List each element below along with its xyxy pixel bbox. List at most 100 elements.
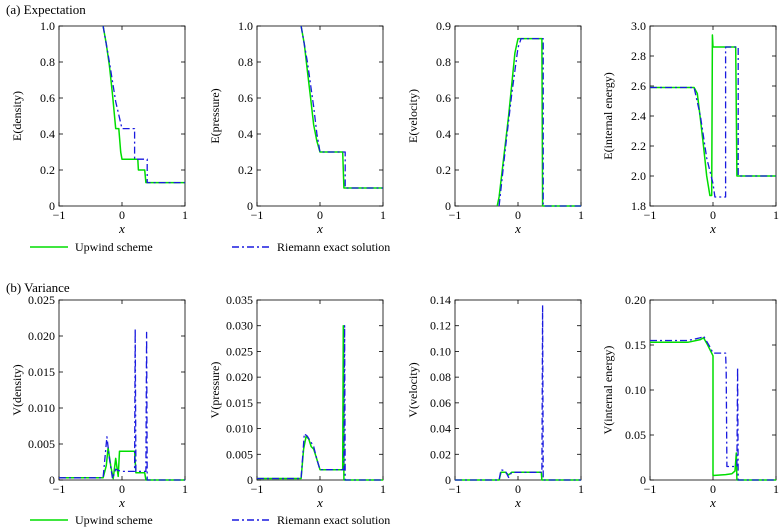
y-tick-label: 0.05	[625, 428, 646, 442]
x-tick-label: 1	[578, 482, 584, 496]
y-tick-label: 0	[49, 473, 55, 487]
series-group	[650, 335, 776, 481]
y-tick-label: 0.015	[226, 396, 253, 410]
y-tick-label: 0.14	[430, 293, 451, 307]
y-axis-label: V(internal energy)	[601, 346, 615, 435]
y-axis-label: V(velocity)	[406, 362, 420, 417]
y-tick-label: 0.8	[436, 55, 451, 69]
series-line-upwind	[650, 34, 776, 197]
series-line-upwind	[257, 324, 383, 481]
series-line-riemann	[455, 304, 581, 481]
y-tick-label: 0	[49, 199, 55, 213]
x-tick-label: −1	[449, 482, 462, 496]
x-tick-label: −1	[251, 482, 264, 496]
series-line-riemann	[59, 328, 185, 481]
panel-e-density: −1 0 100.20.40.60.81.0xE(density)	[10, 19, 188, 236]
y-tick-label: 0.4	[238, 127, 253, 141]
y-tick-label: 0.030	[226, 319, 253, 333]
panel-v-velocity: −1 0 100.020.040.060.080.100.120.14xV(velo…	[406, 293, 584, 510]
x-tick-label: 1	[182, 208, 188, 222]
y-axis-label: V(density)	[10, 364, 24, 415]
series-line-riemann	[102, 25, 185, 184]
x-axis-label: x	[709, 221, 716, 236]
x-tick-label: −1	[644, 482, 657, 496]
series-line-riemann	[498, 37, 581, 207]
series-group	[59, 328, 185, 481]
y-tick-label: 0.10	[430, 344, 451, 358]
axes-frame	[256, 25, 384, 207]
series-group	[455, 304, 581, 481]
y-axis-label: E(pressure)	[208, 88, 222, 143]
y-tick-label: 0.005	[28, 437, 55, 451]
y-tick-label: 0.4	[40, 127, 55, 141]
y-tick-label: 3.0	[631, 19, 646, 33]
axes-frame	[454, 299, 582, 481]
y-tick-label: 0.020	[28, 329, 55, 343]
axes-frame	[58, 299, 186, 481]
y-axis-label: E(density)	[10, 91, 24, 141]
legend-riemann-label: Riemann exact solution	[277, 240, 390, 254]
y-tick-label: 0.15	[625, 338, 646, 352]
y-tick-label: 0.6	[40, 91, 55, 105]
x-axis-label: x	[514, 495, 521, 510]
x-axis-label: x	[118, 221, 125, 236]
y-tick-label: 0.6	[436, 91, 451, 105]
y-tick-label: 0.12	[430, 319, 451, 333]
x-tick-label: 1	[380, 482, 386, 496]
y-tick-label: 0.010	[28, 401, 55, 415]
y-axis-label: E(velocity)	[406, 89, 420, 143]
x-axis-label: x	[316, 221, 323, 236]
y-tick-label: 0.020	[226, 370, 253, 384]
y-tick-label: 0.2	[436, 163, 451, 177]
series-line-riemann	[650, 335, 776, 481]
x-tick-label: 1	[578, 208, 584, 222]
x-tick-label: −1	[449, 208, 462, 222]
axes-frame	[256, 299, 384, 481]
y-tick-label: 0.10	[625, 383, 646, 397]
x-tick-label: 0	[119, 482, 125, 496]
section-title-expectation: (a) Expectation	[6, 2, 86, 17]
x-tick-label: −1	[644, 208, 657, 222]
y-tick-label: 0.8	[40, 55, 55, 69]
y-tick-label: 0.04	[430, 422, 451, 436]
y-tick-label: 2.8	[631, 49, 646, 63]
series-line-upwind	[650, 337, 776, 481]
x-tick-label: 0	[317, 482, 323, 496]
y-tick-label: 0.9	[436, 19, 451, 33]
x-tick-label: 1	[773, 208, 779, 222]
y-tick-label: 0	[640, 473, 646, 487]
y-tick-label: 0	[445, 473, 451, 487]
y-tick-label: 2.2	[631, 139, 646, 153]
x-axis-label: x	[316, 495, 323, 510]
y-tick-label: 1.0	[40, 19, 55, 33]
x-tick-label: −1	[53, 208, 66, 222]
legend-upwind-label: Upwind scheme	[75, 513, 153, 527]
y-tick-label: 0.2	[40, 163, 55, 177]
y-tick-label: 0.025	[226, 344, 253, 358]
panels: −1 0 100.20.40.60.81.0xE(density)−1 0 100.20…	[10, 19, 779, 510]
legend-bottom: Upwind scheme Riemann exact solution	[30, 513, 390, 527]
panel-e-internal-energy: −1 0 1 1.8 2.0 2.2 2.4 2.6 2.8 3.0 x E(internal ene…	[601, 19, 779, 236]
x-tick-label: 1	[182, 482, 188, 496]
y-tick-label: 0.20	[625, 293, 646, 307]
series-line-upwind	[496, 37, 581, 207]
x-axis-label: x	[118, 495, 125, 510]
panel-e-pressure: −1 0 100.20.40.60.81.0xE(pressure)	[208, 19, 386, 236]
axes-frame	[454, 25, 582, 207]
y-tick-label: 0	[247, 199, 253, 213]
y-tick-label: 0.005	[226, 447, 253, 461]
panel-e-velocity: −1 0 100.20.40.60.80.9xE(velocity)	[406, 19, 584, 236]
series-group	[496, 37, 581, 207]
y-axis-label: E(internal energy)	[601, 72, 615, 159]
series-group	[102, 25, 185, 184]
y-tick-label: 0.4	[436, 127, 451, 141]
series-group	[300, 25, 383, 189]
y-tick-label: 0	[445, 199, 451, 213]
y-tick-label: 0.8	[238, 55, 253, 69]
series-line-riemann	[257, 325, 383, 481]
y-axis-label: V(pressure)	[208, 362, 222, 419]
panel-v-density: −1 0 100.0050.0100.0150.0200.025xV(density…	[10, 293, 188, 510]
y-tick-label: 2.6	[631, 79, 646, 93]
y-tick-label: 0.035	[226, 293, 253, 307]
